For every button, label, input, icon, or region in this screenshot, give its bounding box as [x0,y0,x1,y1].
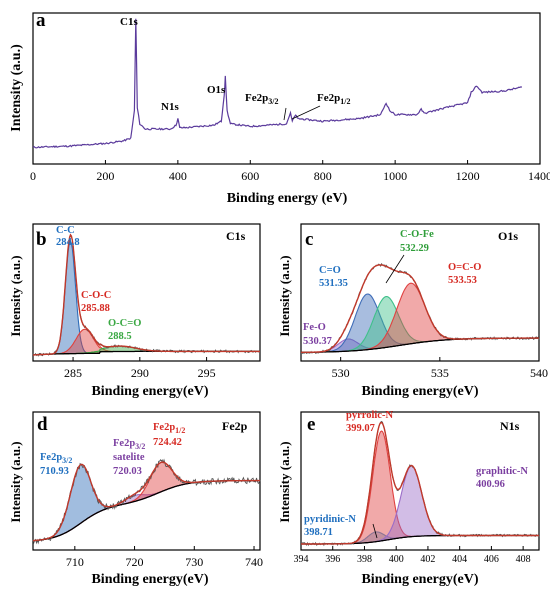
panel-c: c O1s 530 535 540 Intensity (a.u.) Binding… [277,223,548,399]
x-tick-label: 800 [314,169,332,183]
x-tick-label: 295 [198,366,216,380]
peak-value-fe2p32-sat: 720.03 [113,466,142,477]
x-tick-label: 740 [245,555,263,569]
envelope-line [32,233,260,356]
peak-label-cc: C-C [56,225,75,236]
x-axis-title-d: Binding energy(eV) [91,572,208,587]
peak-label-satelite: satelite [113,452,145,463]
annotation-c1s: C1s [120,16,138,28]
x-tick-label: 1000 [383,169,407,183]
panel-b: b C1s 285 290 295 Intensity (a.u.) Binding… [8,223,261,399]
panel-a: a 0 200 400 600 800 1000 1200 1400 Intensity (a… [9,10,550,206]
x-axis-title-b: Binding energy(eV) [91,384,208,399]
plot-frame-b [32,223,261,362]
y-axis-title-d: Intensity (a.u.) [8,441,23,522]
peak-label-fe2p32: Fe2p3/2 [40,452,72,465]
peak-value-fe2p32: 710.93 [40,466,69,477]
peak-label-fe2p12: Fe2p1/2 [153,422,185,435]
x-tick-label: 398 [357,554,372,565]
peak-value-pyridinic: 398.71 [304,527,333,538]
peak-label-c-o-double: C=O [319,265,341,276]
region-label-o1s: O1s [498,229,518,243]
x-tick-label: 200 [96,169,114,183]
x-tick-label: 396 [325,554,340,565]
peak-value-fe2p12: 724.42 [153,437,182,448]
peak-value-cc: 284.8 [56,237,80,248]
peak-label-feo: Fe-O [303,322,326,333]
plot-frame-a [32,12,541,165]
peak-label-pyrrolic: pyrrolic-N [346,410,393,421]
plot-frame-e [300,411,540,551]
panel-d: d Fe2p 710 720 730 740 Intensity (a.u.) Bin… [8,411,263,587]
peak-value-c-o-double: 531.35 [319,278,348,289]
region-label-fe2p: Fe2p [222,419,248,433]
x-tick-label: 394 [294,554,309,565]
annotation-fe2p32: Fe2p3/2 [245,92,278,106]
envelope-line [33,461,260,542]
x-tick-label: 400 [169,169,187,183]
x-tick-label: 1400 [528,169,550,183]
x-axis-title-c: Binding energy(eV) [361,384,478,399]
x-tick-label: 406 [484,554,499,565]
y-axis-title-c: Intensity (a.u.) [277,255,292,336]
x-tick-label: 720 [126,555,144,569]
background-line [301,534,539,545]
peak-value-feo: 530.37 [303,336,332,347]
panel-label-a: a [36,10,46,31]
x-tick-label: 540 [530,366,548,380]
panel-label-c: c [305,229,313,250]
peak-label-pyridinic: pyridinic-N [304,514,356,525]
envelope-line [301,421,539,545]
x-tick-label: 290 [131,366,149,380]
peak-label-graphitic: graphitic-N [476,466,528,477]
panel-e: e N1s 394 396 398 400 402 404 406 408 Intensity… [277,410,540,587]
y-axis-title-a: Intensity (a.u.) [9,44,24,132]
x-tick-label: 710 [66,555,84,569]
x-tick-label: 535 [431,366,449,380]
x-tick-label: 730 [185,555,203,569]
peak-label-oco: O-C=O [108,318,141,329]
peak-value-cofe: 532.29 [400,243,429,254]
annotation-n1s: N1s [161,101,179,113]
x-tick-label: 400 [389,554,404,565]
arrow-pyridinic [372,523,378,539]
x-tick-label: 408 [516,554,531,565]
x-tick-label: 600 [241,169,259,183]
annotation-o1s: O1s [207,84,226,96]
peak-label-cofe: C-O-Fe [400,229,434,240]
x-tick-label: 0 [30,169,36,183]
envelope-line [300,264,539,354]
peak-value-coc: 285.88 [81,303,110,314]
x-axis-title-a: Binding energy (eV) [227,191,348,206]
peak-label-coc: C-O-C [81,290,111,301]
peak-label-fe2p32-sat: Fe2p3/2 [113,438,145,451]
peak-label-oco-c: O=C-O [448,262,481,273]
survey-spectrum-line [32,18,523,149]
annotation-fe2p12: Fe2p1/2 [317,92,350,106]
peak-value-graphitic: 400.96 [476,479,505,490]
arrow-cofe [385,254,405,284]
x-tick-label: 530 [332,366,350,380]
x-tick-label: 402 [420,554,435,565]
y-axis-title-e: Intensity (a.u.) [277,441,292,522]
x-tick-label: 285 [64,366,82,380]
peak-value-oco-c: 533.53 [448,275,477,286]
x-tick-label: 404 [452,554,467,565]
arrow-fe2p32 [283,107,287,121]
fit-component-graphitic-n [301,465,539,545]
x-tick-label: 1200 [456,169,480,183]
panel-label-e: e [307,414,315,435]
panel-label-b: b [36,229,47,250]
region-label-n1s: N1s [500,419,520,433]
y-axis-title-b: Intensity (a.u.) [8,255,23,336]
panel-label-d: d [37,414,48,435]
peak-value-oco: 288.5 [108,331,132,342]
peak-value-pyrrolic: 399.07 [346,423,375,434]
x-axis-title-e: Binding energy(eV) [361,572,478,587]
plot-frame-c [300,223,540,362]
arrow-fe2p12 [291,105,321,120]
region-label-c1s: C1s [226,229,246,243]
